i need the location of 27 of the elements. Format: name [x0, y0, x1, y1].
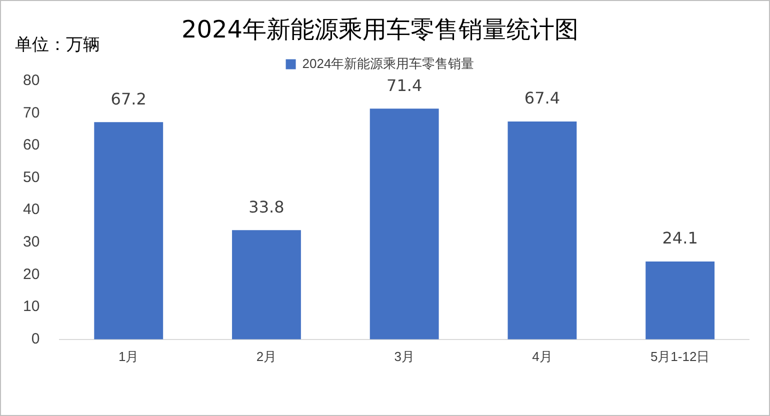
chart-title: 2024年新能源乘用车零售销量统计图: [181, 16, 579, 44]
data-label: 67.2: [110, 89, 146, 108]
y-tick-label: 10: [22, 298, 40, 316]
y-tick-label: 60: [22, 136, 40, 154]
data-label: 33.8: [248, 197, 284, 216]
y-tick-label: 30: [22, 234, 40, 251]
y-tick-label: 0: [31, 330, 40, 348]
data-label: 71.4: [386, 76, 422, 95]
y-tick-label: 70: [22, 104, 40, 122]
data-label: 24.1: [662, 228, 698, 248]
y-tick-label: 80: [22, 72, 40, 89]
y-tick-label: 50: [22, 168, 40, 186]
bar: [646, 261, 715, 340]
x-tick-label: 2月: [256, 348, 277, 364]
x-tick-label: 5月1-12日: [650, 348, 710, 364]
bar: [94, 122, 164, 340]
x-tick-label: 1月: [118, 348, 139, 364]
y-tick-label: 40: [22, 201, 40, 218]
x-tick-label: 3月: [394, 348, 414, 364]
bar: [370, 108, 439, 340]
bar: [232, 230, 301, 340]
y-tick-label: 20: [22, 266, 40, 283]
legend-label: 2024年新能源乘用车零售销量: [302, 56, 474, 71]
text: 单位：万辆: [15, 34, 100, 56]
x-tick-label: 4月: [532, 348, 552, 364]
bar: [508, 122, 577, 340]
data-label: 67.4: [524, 88, 560, 108]
